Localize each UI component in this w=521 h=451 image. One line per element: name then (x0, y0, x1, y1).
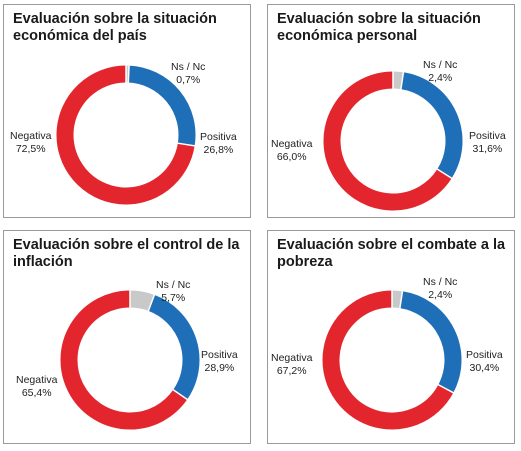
label-positiva-name: Positiva (466, 349, 503, 361)
label-negativa-value: 65,4% (21, 387, 52, 399)
slice-separator (437, 383, 455, 394)
label-positiva-name: Positiva (469, 130, 506, 142)
chart-panel-personal: Evaluación sobre la situación económica … (267, 4, 515, 218)
slice-positiva (400, 72, 463, 179)
label-nsnc-name: Ns / Nc (156, 279, 191, 291)
label-positiva-name: Positiva (200, 131, 237, 143)
chart-panel-pais: Evaluación sobre la situación económica … (3, 4, 251, 218)
slice-negativa (322, 290, 454, 430)
chart-title: Evaluación sobre la situación económica … (13, 11, 217, 44)
chart-title: Evaluación sobre el combate a la pobreza (277, 237, 506, 270)
label-nsnc-value: 5,7% (161, 292, 186, 304)
slice-separator (436, 167, 453, 180)
label-negativa-value: 72,5% (15, 143, 46, 155)
label-positiva-name: Positiva (201, 349, 238, 361)
label-nsnc: Ns / Nc 5,7% (156, 279, 190, 305)
label-nsnc-name: Ns / Nc (423, 276, 458, 288)
label-negativa-name: Negativa (16, 374, 58, 386)
slice-negativa (323, 71, 452, 211)
slice-nsnc (391, 290, 403, 309)
slice-separator (176, 142, 196, 147)
label-nsnc-name: Ns / Nc (423, 59, 458, 71)
label-negativa: Negativa 67,2% (271, 352, 312, 378)
label-positiva: Positiva 31,6% (469, 130, 506, 156)
slice-separator (127, 64, 130, 84)
label-negativa: Negativa 66,0% (271, 138, 312, 164)
slice-separator (171, 388, 189, 401)
label-positiva: Positiva 30,4% (466, 349, 503, 375)
donut-chart (60, 289, 200, 430)
label-nsnc-value: 2,4% (428, 289, 453, 301)
label-nsnc: Ns / Nc 2,4% (423, 59, 457, 85)
label-negativa-name: Negativa (271, 352, 313, 364)
label-positiva-value: 31,6% (472, 143, 503, 155)
label-positiva-value: 26,8% (203, 144, 234, 156)
donut-chart (56, 64, 196, 205)
label-nsnc: Ns / Nc 0,7% (171, 61, 205, 87)
label-nsnc-value: 2,4% (428, 72, 453, 84)
label-negativa-value: 66,0% (276, 151, 307, 163)
slice-positiva (399, 291, 462, 393)
label-positiva: Positiva 28,9% (201, 349, 238, 375)
slice-nsnc (392, 71, 404, 90)
slice-separator (147, 293, 156, 313)
label-positiva: Positiva 26,8% (200, 131, 237, 157)
slice-negativa (56, 65, 195, 205)
label-positiva-value: 28,9% (204, 362, 235, 374)
chart-panel-inflacion: Evaluación sobre el control de la inflac… (3, 230, 251, 444)
label-nsnc: Ns / Nc 2,4% (423, 276, 457, 302)
slice-negativa (60, 290, 188, 430)
label-negativa: Negativa 65,4% (16, 374, 57, 400)
donut-chart (323, 70, 463, 211)
slice-nsnc (129, 290, 155, 311)
label-positiva-value: 30,4% (469, 362, 500, 374)
label-negativa-name: Negativa (10, 130, 52, 142)
label-negativa: Negativa 72,5% (10, 130, 51, 156)
slice-positiva (127, 65, 196, 146)
label-nsnc-value: 0,7% (176, 74, 201, 86)
slice-positiva (148, 294, 200, 400)
slice-separator (398, 290, 404, 310)
chart-title: Evaluación sobre el control de la inflac… (13, 237, 240, 270)
chart-title: Evaluación sobre la situación económica … (277, 11, 481, 44)
donut-chart (322, 289, 462, 430)
label-negativa-name: Negativa (271, 138, 313, 150)
label-negativa-value: 67,2% (276, 365, 307, 377)
chart-panel-pobreza: Evaluación sobre el combate a la pobreza… (267, 230, 515, 444)
label-nsnc-name: Ns / Nc (171, 61, 206, 73)
slice-separator (399, 71, 405, 91)
